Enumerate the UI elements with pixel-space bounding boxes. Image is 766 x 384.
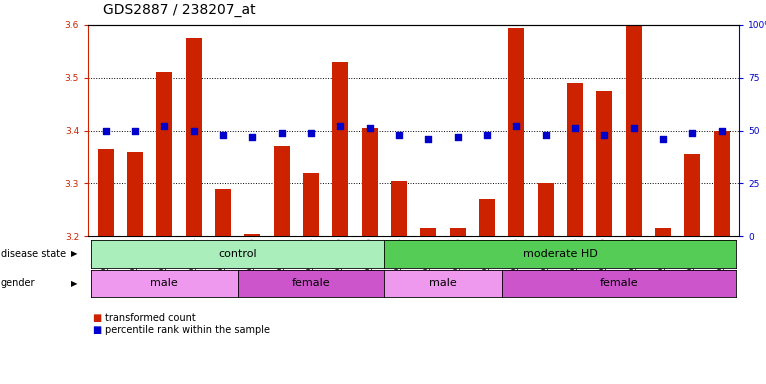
Text: female: female xyxy=(600,278,638,288)
Bar xyxy=(127,152,143,236)
Bar xyxy=(450,228,466,236)
Point xyxy=(569,125,581,131)
Bar xyxy=(303,173,319,236)
Point xyxy=(100,127,112,134)
Bar xyxy=(508,28,525,236)
Text: control: control xyxy=(218,249,257,259)
Bar xyxy=(273,146,290,236)
Point xyxy=(334,123,346,129)
Bar xyxy=(391,181,407,236)
Point xyxy=(451,134,463,140)
Text: ■: ■ xyxy=(92,313,101,323)
Point xyxy=(364,125,376,131)
Point xyxy=(129,127,141,134)
Point xyxy=(159,123,171,129)
Bar xyxy=(185,38,201,236)
Bar xyxy=(626,4,642,236)
Bar xyxy=(97,149,114,236)
Bar xyxy=(596,91,612,236)
Text: GDS2887 / 238207_at: GDS2887 / 238207_at xyxy=(103,3,256,17)
Bar xyxy=(332,62,349,236)
Point xyxy=(276,130,288,136)
Text: percentile rank within the sample: percentile rank within the sample xyxy=(105,325,270,335)
Text: female: female xyxy=(292,278,330,288)
Point xyxy=(305,130,317,136)
Text: transformed count: transformed count xyxy=(105,313,195,323)
Text: gender: gender xyxy=(1,278,35,288)
Bar xyxy=(362,128,378,236)
Bar xyxy=(567,83,583,236)
Point xyxy=(598,132,611,138)
Point xyxy=(481,132,493,138)
Text: ▶: ▶ xyxy=(71,249,77,258)
Point xyxy=(393,132,405,138)
Point xyxy=(422,136,434,142)
Point xyxy=(246,134,258,140)
Bar xyxy=(215,189,231,236)
Bar xyxy=(655,228,671,236)
Point xyxy=(510,123,522,129)
Point xyxy=(539,132,552,138)
Point xyxy=(656,136,669,142)
Text: male: male xyxy=(429,278,457,288)
Bar xyxy=(713,131,730,236)
Point xyxy=(686,130,699,136)
Point xyxy=(715,127,728,134)
Bar xyxy=(421,228,437,236)
Point xyxy=(217,132,229,138)
Point xyxy=(627,125,640,131)
Bar xyxy=(156,73,172,236)
Bar xyxy=(538,184,554,236)
Bar xyxy=(684,154,700,236)
Text: male: male xyxy=(150,278,178,288)
Text: moderate HD: moderate HD xyxy=(523,249,597,259)
Point xyxy=(188,127,200,134)
Bar xyxy=(244,233,260,236)
Text: disease state: disease state xyxy=(1,249,66,259)
Bar xyxy=(479,199,495,236)
Text: ▶: ▶ xyxy=(71,279,77,288)
Text: ■: ■ xyxy=(92,325,101,335)
